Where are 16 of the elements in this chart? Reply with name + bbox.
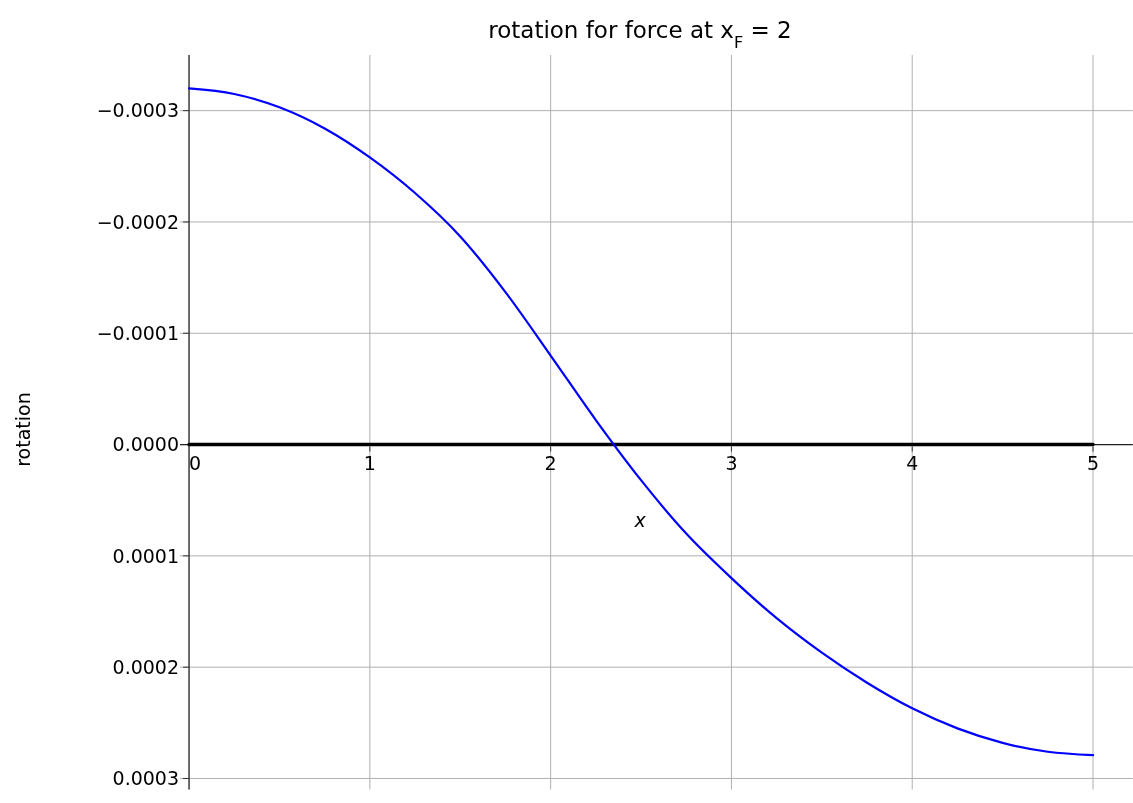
x-tick-label: 0 xyxy=(188,451,202,474)
x-tick-label: 3 xyxy=(725,451,738,474)
y-tick-label: 0.0000 xyxy=(112,433,180,456)
x-tick-label: 4 xyxy=(906,451,919,474)
y-tick-label: −0.0003 xyxy=(96,99,180,122)
x-axis-title: x xyxy=(633,508,647,531)
x-tick-label: 5 xyxy=(1086,451,1100,474)
y-axis-title: rotation xyxy=(12,392,34,467)
y-tick-label: −0.0002 xyxy=(96,210,180,233)
chart-title: rotation for force at x$_{F}$ = 2 xyxy=(488,17,792,52)
x-tick-label: 2 xyxy=(544,451,557,474)
y-tick-label: 0.0003 xyxy=(112,767,180,790)
y-tick-label: −0.0001 xyxy=(96,321,180,344)
y-tick-label: 0.0001 xyxy=(112,544,180,567)
x-tick-label: 1 xyxy=(363,451,376,474)
y-tick-label: 0.0002 xyxy=(112,655,180,678)
